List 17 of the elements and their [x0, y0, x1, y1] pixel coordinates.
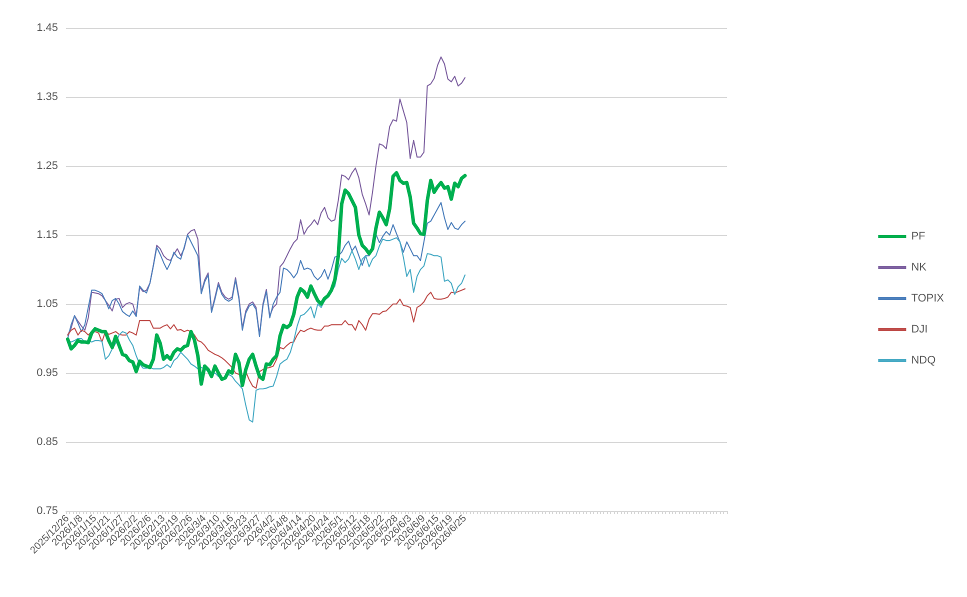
line-series — [67, 288, 466, 389]
y-tick-label: 1.45 — [36, 22, 58, 34]
y-tick-label: 0.95 — [36, 367, 58, 379]
y-tick-label: 1.05 — [36, 298, 58, 310]
legend-label: PF — [911, 230, 926, 242]
line-series — [67, 56, 466, 336]
y-tick-label: 1.35 — [36, 91, 58, 103]
y-tick-label: 1.25 — [36, 160, 58, 172]
legend-label: NK — [911, 262, 928, 274]
line-series — [66, 171, 467, 388]
y-tick-label: 1.15 — [36, 229, 58, 241]
y-tick-label: 0.85 — [36, 436, 58, 448]
line-series — [67, 202, 466, 340]
y-tick-label: 0.75 — [36, 505, 58, 517]
legend-label: NDQ — [911, 354, 936, 366]
legend-label: DJI — [911, 324, 928, 336]
legend-label: TOPIX — [911, 292, 945, 304]
